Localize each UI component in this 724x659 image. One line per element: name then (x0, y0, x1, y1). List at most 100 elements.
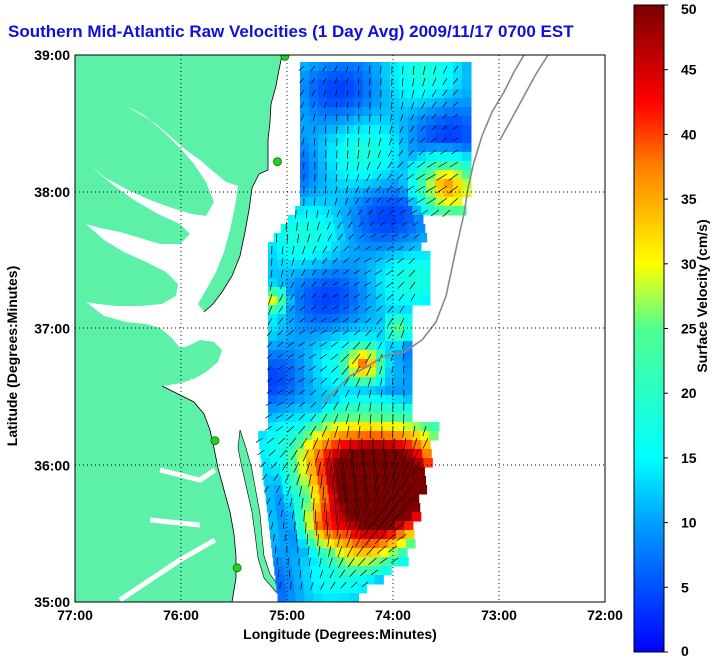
velocity-arrow (367, 377, 372, 387)
velocity-cell (408, 233, 419, 243)
velocity-cell (372, 80, 382, 90)
velocity-cell (272, 476, 283, 486)
land-coastline (161, 55, 283, 602)
velocity-cell (327, 125, 337, 135)
velocity-cell (421, 287, 431, 297)
velocity-cell (295, 593, 306, 602)
velocity-arrow (343, 293, 350, 298)
velocity-cell (313, 260, 323, 270)
velocity-arrow (452, 77, 459, 85)
velocity-cell (267, 512, 278, 522)
velocity-arrow (311, 257, 317, 265)
velocity-cell (422, 449, 432, 459)
velocity-arrow (357, 137, 360, 147)
velocity-cell (295, 395, 305, 405)
velocity-cell (403, 341, 413, 351)
velocity-cell (313, 305, 323, 315)
velocity-arrow (418, 149, 426, 156)
velocity-cell (381, 71, 391, 81)
velocity-cell (336, 161, 346, 171)
velocity-arrow (343, 269, 350, 275)
velocity-arrow (441, 101, 448, 108)
velocity-cell (367, 404, 377, 414)
velocity-cell (453, 161, 463, 171)
velocity-cell (322, 377, 332, 387)
velocity-cell (376, 440, 386, 450)
velocity-arrow (376, 317, 383, 325)
x-tick-label: 72:00 (587, 607, 623, 623)
velocity-cell (295, 422, 305, 432)
velocity-arrow (343, 473, 345, 492)
velocity-arrow (341, 365, 350, 375)
velocity-arrow (340, 581, 347, 589)
velocity-arrow (396, 173, 404, 180)
velocity-cell (313, 296, 323, 306)
velocity-cell (385, 242, 395, 252)
velocity-cell (345, 89, 355, 99)
velocity-arrow (300, 581, 303, 590)
velocity-cell (292, 566, 302, 576)
velocity-cell (286, 593, 297, 602)
velocity-cell (444, 161, 454, 171)
velocity-cell (292, 494, 303, 504)
velocity-cell (349, 404, 359, 414)
velocity-cell (288, 458, 298, 468)
velocity-cell (294, 584, 304, 594)
velocity-cell (367, 278, 377, 288)
velocity-cell (365, 575, 375, 585)
velocity-cell (308, 548, 318, 558)
velocity-arrow (354, 521, 362, 538)
velocity-cell (345, 557, 355, 567)
velocity-cell (367, 332, 377, 342)
velocity-arrow (324, 437, 330, 451)
velocity-arrow (389, 209, 396, 214)
velocity-cell (399, 98, 409, 108)
velocity-cell (301, 494, 312, 504)
velocity-cell (337, 566, 347, 576)
velocity-cell (318, 161, 328, 171)
velocity-cell (331, 440, 341, 450)
velocity-arrow (321, 317, 328, 322)
velocity-cell (358, 413, 368, 423)
velocity-cell (402, 431, 412, 441)
velocity-arrow (364, 257, 372, 263)
velocity-arrow (382, 437, 385, 453)
velocity-arrow (323, 77, 327, 84)
velocity-cell (399, 134, 409, 144)
colorbar-tick-label: 5 (681, 579, 689, 595)
velocity-arrow (346, 149, 349, 159)
velocity-cell (377, 449, 387, 459)
velocity-cell (320, 503, 331, 513)
velocity-cell (277, 341, 287, 351)
velocity-arrow (318, 545, 321, 557)
velocity-cell (408, 197, 418, 207)
velocity-cell (394, 404, 404, 414)
velocity-cell (390, 98, 400, 108)
velocity-arrow (269, 281, 273, 291)
velocity-cell (392, 503, 403, 513)
velocity-cell (304, 593, 315, 602)
velocity-arrow (352, 461, 355, 480)
velocity-cell (286, 287, 296, 297)
velocity-cell (322, 332, 332, 342)
velocity-cell (430, 422, 440, 432)
velocity-cell (435, 89, 445, 99)
velocity-arrow (400, 101, 404, 110)
velocity-cell (408, 116, 418, 126)
velocity-arrow (352, 353, 361, 365)
velocity-arrow (382, 509, 393, 524)
velocity-cell (288, 215, 298, 225)
velocity-arrow (377, 149, 382, 159)
velocity-cell (379, 224, 390, 234)
velocity-arrow (421, 89, 426, 98)
velocity-cell (462, 134, 472, 144)
velocity-arrow (287, 389, 295, 395)
velocity-arrow (356, 161, 360, 171)
velocity-arrow (336, 161, 338, 171)
velocity-cell (345, 134, 355, 144)
velocity-arrow (334, 65, 338, 72)
velocity-cell (444, 125, 454, 135)
velocity-arrow (321, 389, 328, 396)
velocity-cell (417, 170, 427, 180)
velocity-cell (363, 107, 373, 117)
